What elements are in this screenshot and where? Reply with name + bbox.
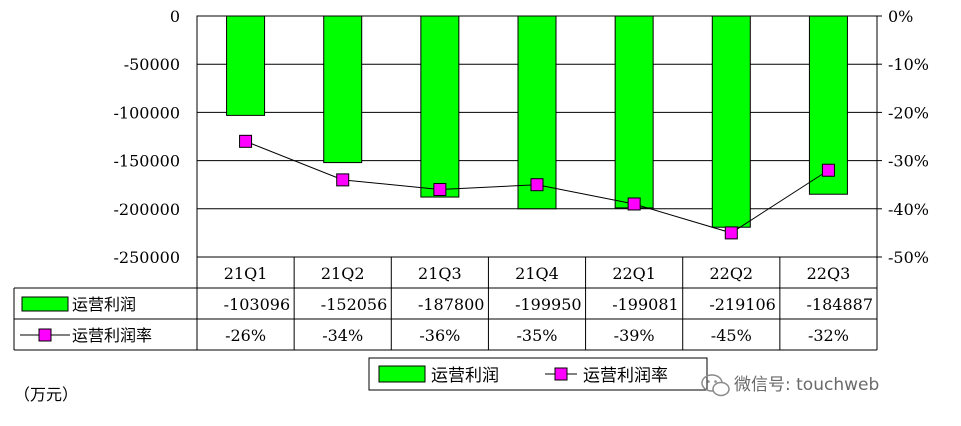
bars-layer xyxy=(226,15,848,228)
left-y-axis: 0 -50000 -100000 -150000 -200000 -250000 xyxy=(114,7,180,267)
line-layer xyxy=(239,134,835,240)
line-marker xyxy=(433,183,447,197)
right-y-tick-label: -40% xyxy=(888,200,929,219)
data-label: -219106 xyxy=(709,295,775,314)
legend-marker-swatch xyxy=(554,367,568,381)
line-marker xyxy=(821,163,835,177)
watermark-text: 微信号: touchweb xyxy=(734,375,879,395)
wechat-icon xyxy=(701,374,730,397)
right-y-tick-label: 0% xyxy=(888,7,913,26)
left-y-tick-label: -50000 xyxy=(124,55,180,74)
right-y-tick-label: -50% xyxy=(888,248,929,267)
data-label: -45% xyxy=(711,326,752,345)
right-y-axis: 0% -10% -20% -30% -40% -50% xyxy=(876,7,929,267)
data-label: -39% xyxy=(614,326,655,345)
bar xyxy=(323,15,363,164)
data-label: -36% xyxy=(419,326,460,345)
watermark: 微信号: touchweb xyxy=(701,374,879,397)
data-label: -152056 xyxy=(321,295,387,314)
data-label: -26% xyxy=(225,326,266,345)
right-y-tick-label: -30% xyxy=(888,152,929,171)
data-label: -187800 xyxy=(418,295,484,314)
data-label: -34% xyxy=(322,326,363,345)
category-label: 21Q2 xyxy=(321,264,365,283)
table-row-label: 运营利润率 xyxy=(72,326,152,345)
data-label: -103096 xyxy=(224,295,290,314)
data-label: -32% xyxy=(808,326,849,345)
line-marker xyxy=(627,197,641,211)
legend-label: 运营利润 xyxy=(431,366,499,386)
table-marker-swatch xyxy=(38,328,52,342)
category-label: 21Q1 xyxy=(224,264,268,283)
left-y-tick-label: -200000 xyxy=(114,200,180,219)
line-marker xyxy=(530,178,544,192)
line-marker xyxy=(724,226,738,240)
bar xyxy=(226,15,266,116)
bar xyxy=(614,15,654,209)
left-y-tick-label: -250000 xyxy=(114,248,180,267)
right-y-tick-label: -20% xyxy=(888,103,929,122)
table-bar-swatch xyxy=(21,296,69,312)
category-label: 22Q3 xyxy=(807,264,851,283)
data-label: -35% xyxy=(517,326,558,345)
category-label: 22Q1 xyxy=(612,264,656,283)
legend-label: 运营利润率 xyxy=(583,366,668,386)
data-label: -199081 xyxy=(612,295,678,314)
legend-bar-swatch xyxy=(378,365,426,383)
bar xyxy=(517,15,557,210)
category-label: 21Q4 xyxy=(515,264,559,283)
data-label: -184887 xyxy=(807,295,873,314)
category-label: 22Q2 xyxy=(709,264,753,283)
right-y-tick-label: -10% xyxy=(888,55,929,74)
left-y-tick-label: 0 xyxy=(170,7,180,26)
data-label: -199950 xyxy=(515,295,581,314)
table-row-label: 运营利润 xyxy=(72,295,136,314)
left-y-tick-label: -150000 xyxy=(114,152,180,171)
unit-label: （万元） xyxy=(14,385,78,404)
bar xyxy=(711,15,751,228)
category-label: 21Q3 xyxy=(418,264,462,283)
line-marker xyxy=(336,173,350,187)
legend: 运营利润 运营利润率 xyxy=(368,357,708,391)
line-marker xyxy=(239,134,253,148)
left-y-tick-label: -100000 xyxy=(114,103,180,122)
data-table: 21Q1 21Q2 21Q3 21Q4 22Q1 22Q2 22Q3 运营利润 -103096 -… xyxy=(13,256,878,351)
bar xyxy=(420,15,460,198)
